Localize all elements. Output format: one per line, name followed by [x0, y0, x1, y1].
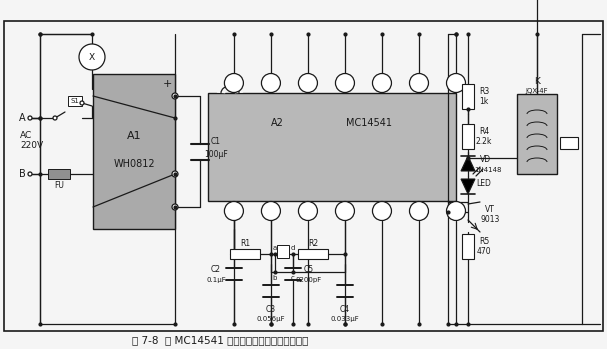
Text: 5: 5: [379, 207, 384, 215]
Text: C3: C3: [266, 304, 276, 313]
Text: 8: 8: [453, 79, 458, 88]
Text: 100μF: 100μF: [204, 150, 228, 159]
Bar: [462, 124, 474, 149]
Text: C1: C1: [211, 137, 221, 146]
Bar: [298, 249, 328, 259]
Text: X: X: [89, 52, 95, 61]
Circle shape: [80, 101, 84, 105]
Circle shape: [79, 44, 105, 70]
Text: 1k: 1k: [480, 97, 489, 106]
Text: A2: A2: [271, 118, 284, 128]
Bar: [277, 245, 289, 258]
Text: 13: 13: [266, 79, 276, 88]
Text: S3: S3: [564, 139, 574, 148]
Circle shape: [172, 171, 178, 177]
Polygon shape: [461, 179, 475, 194]
Circle shape: [336, 201, 354, 221]
Text: 0.1μF: 0.1μF: [206, 277, 226, 283]
Text: C2: C2: [211, 265, 221, 274]
Circle shape: [172, 93, 178, 99]
Circle shape: [28, 172, 32, 176]
Text: 2: 2: [268, 207, 273, 215]
Text: 10: 10: [377, 79, 387, 88]
Bar: [68, 96, 82, 106]
Text: 图 7-8  用 MC14541 制作的可调定时时间的定时器: 图 7-8 用 MC14541 制作的可调定时时间的定时器: [132, 335, 308, 345]
Text: R3: R3: [479, 88, 489, 97]
Text: 1N4148: 1N4148: [474, 167, 502, 173]
Circle shape: [336, 74, 354, 92]
Circle shape: [447, 201, 466, 221]
Circle shape: [262, 74, 280, 92]
Text: A1: A1: [127, 131, 141, 141]
Text: 2M: 2M: [308, 250, 318, 256]
Circle shape: [447, 74, 466, 92]
Text: B: B: [19, 169, 25, 179]
Text: 470k: 470k: [236, 250, 254, 256]
Circle shape: [373, 201, 392, 221]
Bar: [4, 21, 603, 331]
Bar: [462, 84, 474, 109]
Bar: [230, 249, 260, 259]
Bar: [48, 169, 70, 179]
Bar: [93, 74, 175, 229]
Text: 6: 6: [416, 207, 421, 215]
Text: R4: R4: [479, 127, 489, 136]
Circle shape: [410, 74, 429, 92]
Text: 12: 12: [303, 79, 313, 88]
Text: VT: VT: [485, 205, 495, 214]
Circle shape: [262, 201, 280, 221]
Text: C5: C5: [304, 265, 314, 274]
Text: 8200pF: 8200pF: [296, 277, 322, 283]
Text: R2: R2: [308, 239, 318, 248]
Circle shape: [373, 74, 392, 92]
Text: 0.033μF: 0.033μF: [331, 316, 359, 322]
Text: C4: C4: [340, 304, 350, 313]
Text: 3: 3: [305, 207, 310, 215]
Text: VD: VD: [480, 156, 492, 164]
Circle shape: [225, 74, 243, 92]
Text: b: b: [273, 275, 277, 281]
Text: R1: R1: [240, 239, 250, 248]
Text: 9: 9: [416, 79, 421, 88]
Circle shape: [410, 201, 429, 221]
Text: c: c: [291, 275, 295, 281]
Text: 7: 7: [453, 207, 458, 215]
Circle shape: [172, 204, 178, 210]
Text: JQX-4F: JQX-4F: [526, 88, 548, 94]
Text: WH0812: WH0812: [113, 159, 155, 169]
Text: +: +: [162, 79, 172, 89]
Text: FU: FU: [54, 181, 64, 191]
Circle shape: [299, 201, 317, 221]
Text: 2.2k: 2.2k: [476, 138, 492, 147]
Text: R5: R5: [479, 238, 489, 246]
Text: AC: AC: [20, 132, 32, 141]
Circle shape: [53, 116, 57, 120]
Text: S2: S2: [279, 248, 287, 253]
Text: K: K: [534, 77, 540, 87]
Text: 11: 11: [340, 79, 350, 88]
Circle shape: [225, 201, 243, 221]
Text: LED: LED: [476, 178, 492, 187]
Text: 0.056μF: 0.056μF: [257, 316, 285, 322]
Bar: [462, 234, 474, 259]
Text: 4: 4: [342, 207, 347, 215]
Text: 1: 1: [231, 207, 236, 215]
Text: A: A: [19, 113, 25, 123]
Text: 220V: 220V: [20, 141, 43, 149]
Text: 470: 470: [476, 247, 491, 257]
Text: 14: 14: [229, 79, 239, 88]
Bar: [208, 93, 456, 201]
Text: a: a: [273, 245, 277, 251]
Bar: [517, 94, 557, 174]
Polygon shape: [461, 156, 475, 171]
Text: 9013: 9013: [480, 215, 500, 223]
Text: S1: S1: [70, 98, 80, 104]
Circle shape: [299, 74, 317, 92]
Text: MC14541: MC14541: [346, 118, 392, 128]
Text: d: d: [291, 245, 295, 251]
Circle shape: [28, 116, 32, 120]
Bar: [560, 137, 578, 149]
